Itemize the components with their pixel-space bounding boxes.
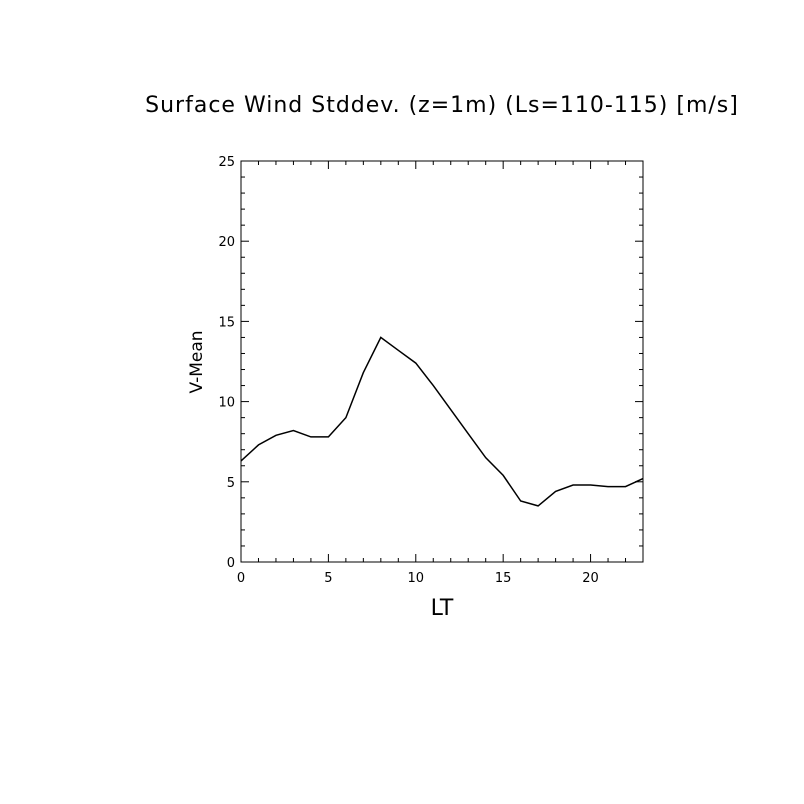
series-line <box>240 336 644 507</box>
x-axis-label: LT <box>431 596 454 621</box>
y-tick-label: 5 <box>227 476 235 491</box>
y-tick-label: 10 <box>218 396 235 411</box>
x-tick-label: 15 <box>495 571 512 586</box>
y-tick-label: 15 <box>218 315 235 330</box>
plot-frame <box>240 160 644 563</box>
y-axis-label: V-Mean <box>187 330 207 393</box>
y-tick-label: 0 <box>227 556 235 571</box>
y-tick-label: 25 <box>218 155 235 170</box>
axis-tick-labels: 0 5 10 15 20 0 5 10 15 20 25 <box>218 155 598 586</box>
x-tick-label: 20 <box>582 571 599 586</box>
axis-ticks <box>240 160 644 563</box>
x-tick-label: 10 <box>408 571 425 586</box>
x-tick-label: 5 <box>324 571 332 586</box>
y-tick-label: 20 <box>218 235 235 250</box>
chart-title: Surface Wind Stddev. (z=1m) (Ls=110-115)… <box>145 93 739 118</box>
x-tick-label: 0 <box>237 571 245 586</box>
